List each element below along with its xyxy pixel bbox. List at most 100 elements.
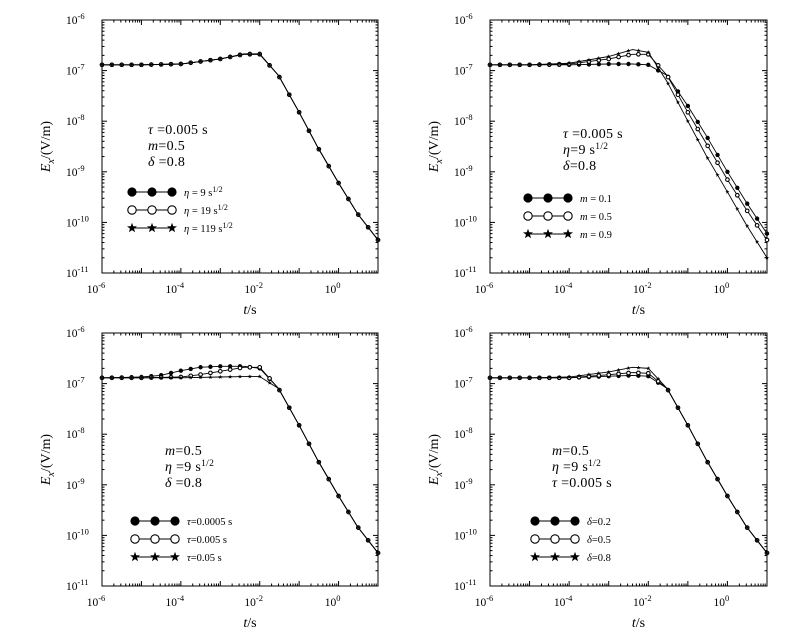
data-point [247,52,252,57]
data-point [257,364,263,370]
y-tick-label: 10-6 [66,324,85,340]
data-point [178,375,183,380]
data-point [326,476,331,481]
data-point [356,525,361,530]
data-point [237,52,243,57]
data-point [208,370,213,376]
y-tick-label: 10-7 [454,62,473,78]
series-1 [487,61,770,236]
y-tick-label: 10-11 [454,264,477,280]
data-point [745,201,750,206]
legend-marker [150,534,160,544]
data-point [764,231,770,236]
series-1 [487,373,770,556]
data-point [606,369,611,374]
legend-marker [530,534,540,544]
data-point [149,375,154,380]
data-point [754,223,760,228]
data-point [267,63,272,68]
panel-3: 10-6 10-4 10-2 100 10-11 10-10 10-9 10-8 10-7 10-… [39,324,381,631]
data-point [297,423,302,428]
data-point [306,128,312,133]
data-point [366,538,371,543]
legend-label: m = 0.9 [580,230,612,241]
legend-marker [563,193,573,203]
y-tick-label: 10-10 [454,526,477,542]
data-point [188,375,193,380]
legend-marker [550,551,560,562]
data-point [109,375,114,380]
y-tick-label: 10-9 [454,476,473,492]
x-axis-label: t/s [632,303,645,318]
data-point [606,61,611,67]
legend-entry: m = 0.1 [523,193,612,205]
data-point [198,365,203,370]
data-point [685,103,691,109]
legend-marker [150,551,160,562]
legend-marker [530,516,540,526]
data-point [596,55,601,60]
data-point [745,223,750,228]
legend-marker [147,187,157,197]
legend-marker [147,205,157,215]
data-point [168,370,174,376]
y-tick-label: 10-11 [66,577,89,593]
data-point [675,100,681,105]
legend-label: τ=0.005 s [187,535,227,546]
data-point [715,160,720,166]
data-point [576,373,582,378]
x-tick-label: 100 [714,593,730,609]
data-point [616,61,621,67]
x-tick-label: 10-2 [244,280,263,296]
x-tick-label: 100 [325,280,341,296]
data-point [705,459,710,465]
x-tick-label: 100 [714,280,730,296]
y-tick-label: 10-6 [66,11,85,27]
data-point [606,54,611,59]
data-point [316,459,321,465]
data-point [247,374,252,379]
data-point [616,367,621,372]
param-text: δ=0.8 [563,159,596,174]
data-point [257,374,262,379]
y-tick-label: 10-8 [66,112,85,128]
series-2 [99,51,381,243]
data-point [487,62,493,67]
param-text: m=0.5 [165,444,202,459]
data-point [744,208,750,214]
x-tick-label: 10-4 [166,593,185,609]
legend-marker [147,222,157,233]
x-axis-label: t/s [632,616,645,631]
data-point [557,61,562,66]
data-point [366,225,371,230]
data-point [735,509,740,514]
data-point [487,375,493,380]
y-tick-label: 10-7 [66,375,85,391]
data-point [645,370,651,376]
plot-frame [489,19,768,274]
param-text: τ =0.005 s [552,476,612,491]
legend-label: m = 0.1 [580,194,612,205]
x-tick-label: 10-4 [166,280,185,296]
y-tick-label: 10-9 [66,163,85,179]
data-point [705,135,710,141]
legend-marker [130,516,140,526]
data-point [537,375,542,380]
data-point [297,110,302,115]
data-point [375,237,381,242]
data-point [316,146,321,152]
data-point [735,185,740,190]
data-point [725,189,730,194]
y-tick-label: 10-10 [66,526,89,542]
legend-entry: η = 9 s1/2 [127,185,223,199]
legend-label: δ=0.2 [587,517,611,528]
data-point [547,375,552,380]
legend-entry: δ=0.2 [530,516,611,528]
y-tick-label: 10-11 [454,577,477,593]
param-text: m=0.5 [148,139,185,154]
data-point [277,74,282,79]
data-point [636,51,641,57]
data-point [685,109,691,115]
param-text: τ =0.005 s [148,123,208,138]
data-point [665,74,671,80]
